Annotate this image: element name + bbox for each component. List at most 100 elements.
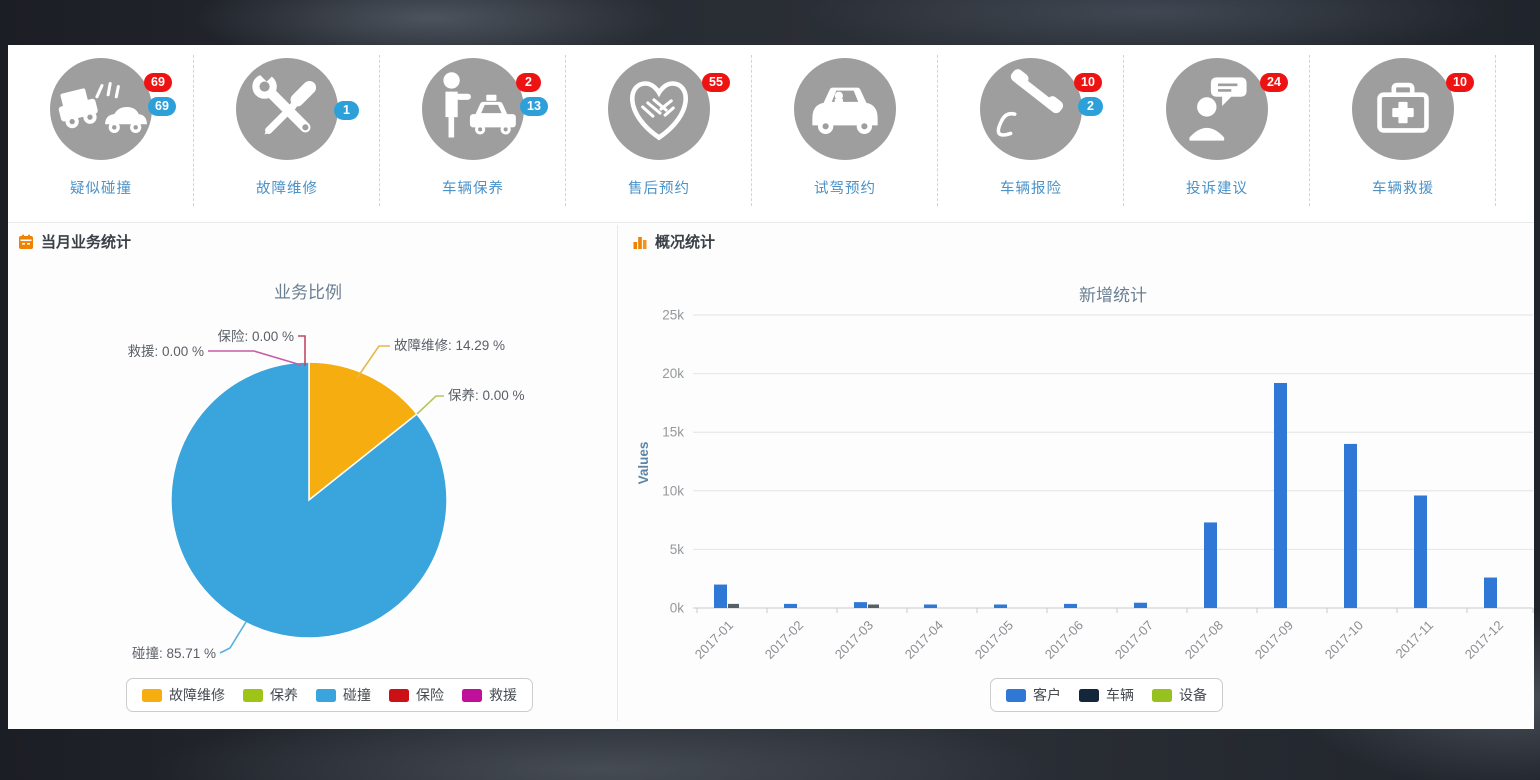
bar-customer[interactable] [924, 604, 937, 608]
quick-action[interactable]: 车辆报险 10 2 [938, 45, 1124, 222]
pie-callout-line [416, 395, 444, 415]
dashboard-panel: 疑似碰撞 69 69 故障维修 1 车辆保养 2 13 售后预约 55 试驾预约 车… [8, 45, 1534, 729]
red-badge: 24 [1260, 73, 1288, 92]
quick-action-label: 车辆报险 [1000, 181, 1062, 197]
bar-chart-legend: 客户 车辆 设备 [990, 678, 1223, 712]
legend-label: 碰撞 [343, 687, 371, 703]
bar-customer[interactable] [994, 604, 1007, 608]
pie-callout-line [298, 335, 306, 366]
quick-action-circle[interactable] [422, 58, 524, 160]
y-axis-label: Values [636, 442, 651, 485]
hail-taxi-icon [422, 58, 524, 160]
legend-label: 车辆 [1106, 687, 1134, 703]
phone-handset-icon [980, 58, 1082, 160]
red-badge: 10 [1446, 73, 1474, 92]
pie-panel-header: 当月业务统计 [18, 231, 131, 252]
bar-legend-item[interactable]: 车辆 [1079, 685, 1134, 705]
pie-legend-item[interactable]: 保险 [389, 685, 444, 705]
pie-callout-label: 保养: 0.00 % [448, 388, 525, 403]
legend-label: 故障维修 [169, 687, 225, 703]
blue-badge: 13 [520, 97, 548, 116]
bar-vehicle[interactable] [728, 603, 739, 608]
bar-customer[interactable] [1484, 577, 1497, 608]
feedback-person-icon [1166, 58, 1268, 160]
quick-action-circle[interactable] [236, 58, 338, 160]
pie-callout-line [208, 350, 302, 366]
y-tick-label: 10k [662, 483, 684, 498]
quick-action[interactable]: 投诉建议 24 [1124, 45, 1310, 222]
red-badge: 69 [144, 73, 172, 92]
car-crash-icon [50, 58, 152, 160]
pie-callout-label: 碰撞: 85.71 % [132, 646, 216, 661]
quick-action[interactable]: 故障维修 1 [194, 45, 380, 222]
test-drive-car-icon [794, 58, 896, 160]
bar-customer[interactable] [854, 602, 867, 608]
pie-callout-line [356, 345, 390, 379]
bar-vehicle[interactable] [868, 604, 879, 608]
quick-action[interactable]: 疑似碰撞 69 69 [8, 45, 194, 222]
legend-swatch [462, 688, 482, 702]
quick-action-label: 售后预约 [628, 181, 690, 197]
bar-legend-item[interactable]: 设备 [1152, 685, 1207, 705]
quick-action-label: 试驾预约 [814, 181, 876, 197]
bar-customer[interactable] [714, 584, 727, 608]
quick-action-circle[interactable] [980, 58, 1082, 160]
x-tick-label: 2017-02 [762, 618, 806, 662]
legend-label: 救援 [489, 687, 517, 703]
bar-customer[interactable] [1274, 382, 1287, 608]
y-tick-label: 0k [670, 601, 685, 616]
pie-legend-item[interactable]: 故障维修 [142, 685, 225, 705]
quick-action[interactable]: 试驾预约 [752, 45, 938, 222]
x-tick-label: 2017-11 [1392, 618, 1436, 662]
pie-legend-item[interactable]: 碰撞 [316, 685, 371, 705]
quick-action-circle[interactable] [50, 58, 152, 160]
bar-customer[interactable] [1134, 602, 1147, 608]
legend-swatch [142, 688, 162, 702]
repair-tools-icon [236, 58, 338, 160]
quick-action-circle[interactable] [794, 58, 896, 160]
legend-swatch [1152, 688, 1172, 702]
legend-label: 客户 [1033, 687, 1061, 703]
y-tick-label: 15k [662, 425, 684, 440]
legend-swatch [389, 688, 409, 702]
bar-customer[interactable] [784, 603, 797, 608]
pie-slice[interactable] [170, 361, 448, 639]
bar-customer[interactable] [1064, 603, 1077, 608]
pie-callout-line [219, 621, 247, 654]
red-badge: 55 [702, 73, 730, 92]
bar-customer[interactable] [1414, 495, 1427, 608]
pie-slice[interactable] [308, 361, 418, 502]
quick-action-circle[interactable] [1166, 58, 1268, 160]
bar-panel-header: 概况统计 [632, 231, 715, 252]
quick-action[interactable]: 车辆救援 10 [1310, 45, 1496, 222]
bar-legend-item[interactable]: 客户 [1006, 685, 1061, 705]
pie-callout-label: 救援: 0.00 % [127, 344, 204, 359]
red-badge: 2 [516, 73, 541, 92]
bar-chart-title: 新增统计 [1079, 286, 1147, 305]
handshake-heart-icon [608, 58, 710, 160]
x-tick-label: 2017-04 [902, 618, 946, 662]
quick-actions-row: 疑似碰撞 69 69 故障维修 1 车辆保养 2 13 售后预约 55 试驾预约 车… [8, 45, 1534, 223]
quick-action[interactable]: 售后预约 55 [566, 45, 752, 222]
pie-panel-title: 当月业务统计 [41, 234, 132, 251]
panel-divider [617, 225, 618, 721]
x-tick-label: 2017-01 [692, 618, 736, 662]
x-tick-label: 2017-06 [1042, 618, 1086, 662]
bar-customer[interactable] [1344, 443, 1357, 608]
x-tick-label: 2017-03 [832, 618, 876, 662]
first-aid-kit-icon [1352, 58, 1454, 160]
quick-action-label: 车辆救援 [1372, 181, 1434, 197]
legend-label: 设备 [1179, 687, 1207, 703]
pie-callout-label: 保险: 0.00 % [217, 329, 294, 344]
bar-customer[interactable] [1204, 522, 1217, 608]
quick-action-circle[interactable] [608, 58, 710, 160]
pie-legend-item[interactable]: 保养 [243, 685, 298, 705]
quick-action-circle[interactable] [1352, 58, 1454, 160]
legend-swatch [316, 688, 336, 702]
quick-action[interactable]: 车辆保养 2 13 [380, 45, 566, 222]
mini-bar-chart-icon [633, 236, 647, 249]
x-tick-label: 2017-09 [1252, 618, 1296, 662]
pie-legend-item[interactable]: 救援 [462, 685, 517, 705]
